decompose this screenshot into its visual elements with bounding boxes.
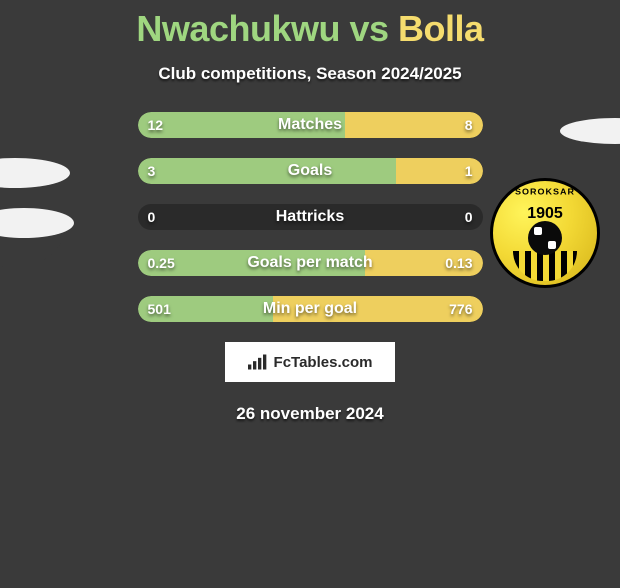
bar-label: Min per goal <box>138 296 483 322</box>
brand-box: FcTables.com <box>225 342 395 382</box>
bar-label: Hattricks <box>138 204 483 230</box>
bar-value-right: 8 <box>465 112 473 138</box>
stat-bar: Hattricks0 0 <box>138 204 483 230</box>
badge-stripes <box>513 251 577 281</box>
vs-label: vs <box>349 8 388 49</box>
stat-bar: Goals per match0.25 0.13 <box>138 250 483 276</box>
bar-value-left: 0 <box>148 204 156 230</box>
page-title: Nwachukwu vs Bolla <box>0 8 620 50</box>
bar-value-left: 0.25 <box>148 250 175 276</box>
comparison-bars: Matches12 8 Goals3 1 Hattricks0 0 Goals per ma… <box>138 112 483 322</box>
avatar-left-shape-1 <box>0 158 70 188</box>
badge-year: 1905 <box>493 205 597 223</box>
avatar-left <box>0 158 70 268</box>
player1-name: Nwachukwu <box>136 8 340 49</box>
stat-bar: Goals3 1 <box>138 158 483 184</box>
bar-value-left: 3 <box>148 158 156 184</box>
avatar-left-shape-2 <box>0 208 74 238</box>
avatar-right-badge: SOROKSAR 1905 <box>490 178 600 288</box>
stat-bar: Matches12 8 <box>138 112 483 138</box>
bars-icon <box>248 354 268 370</box>
avatar-right-bg-ellipse <box>560 118 620 144</box>
player2-name: Bolla <box>398 8 484 49</box>
bar-value-right: 0 <box>465 204 473 230</box>
bar-label: Goals per match <box>138 250 483 276</box>
bar-value-right: 776 <box>449 296 472 322</box>
bar-value-right: 0.13 <box>445 250 472 276</box>
bar-label: Goals <box>138 158 483 184</box>
badge-arc-text: SOROKSAR <box>501 188 589 197</box>
soccer-ball-icon <box>528 221 562 255</box>
bar-value-left: 501 <box>148 296 171 322</box>
brand-text: FcTables.com <box>274 354 373 371</box>
bar-value-left: 12 <box>148 112 164 138</box>
bar-label: Matches <box>138 112 483 138</box>
date-text: 26 november 2024 <box>0 404 620 424</box>
bar-value-right: 1 <box>465 158 473 184</box>
stat-bar: Min per goal501 776 <box>138 296 483 322</box>
subtitle: Club competitions, Season 2024/2025 <box>0 64 620 84</box>
